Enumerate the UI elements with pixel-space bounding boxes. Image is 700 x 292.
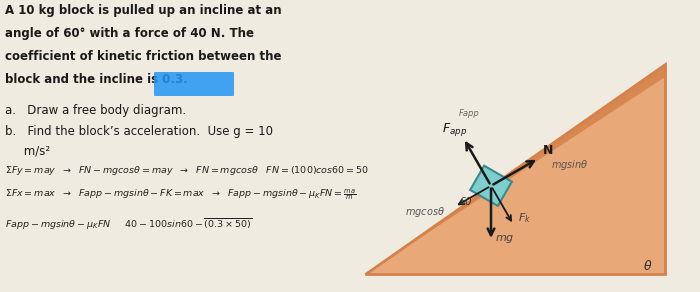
Text: $Fapp - mgsin\theta - \mu_K FN$     $40- 100sin60 - \overline{(0.3\times50)}$: $Fapp - mgsin\theta - \mu_K FN$ $40- 100… <box>5 217 252 232</box>
Text: $\theta$: $\theta$ <box>643 259 652 273</box>
Text: $\Sigma Fx = max$  $\rightarrow$  $Fapp-mgsin\theta - FK = max$  $\rightarrow$  : $\Sigma Fx = max$ $\rightarrow$ $Fapp-mg… <box>5 187 356 202</box>
Text: angle of 60° with a force of 40 N. The: angle of 60° with a force of 40 N. The <box>5 27 254 40</box>
FancyBboxPatch shape <box>154 72 234 96</box>
Text: $\Sigma Fy = may$  $\rightarrow$  $FN-mgcos\theta = may$  $\rightarrow$  $FN = m: $\Sigma Fy = may$ $\rightarrow$ $FN-mgco… <box>5 164 369 177</box>
Text: b.   Find the block’s acceleration.  Use g = 10: b. Find the block’s acceleration. Use g … <box>5 125 273 138</box>
Polygon shape <box>365 64 665 274</box>
Text: 60: 60 <box>460 197 472 207</box>
Text: Fapp: Fapp <box>458 109 480 118</box>
Text: $mg$: $mg$ <box>495 233 514 245</box>
Polygon shape <box>365 64 665 274</box>
Text: A 10 kg block is pulled up an incline at an: A 10 kg block is pulled up an incline at… <box>5 4 281 17</box>
Text: $F_{app}$: $F_{app}$ <box>442 121 467 138</box>
FancyBboxPatch shape <box>470 166 512 206</box>
Text: $mgsin\theta$: $mgsin\theta$ <box>551 158 588 172</box>
Text: $F_k$: $F_k$ <box>517 211 531 225</box>
Text: m/s²: m/s² <box>5 144 50 157</box>
Text: N: N <box>542 144 553 157</box>
Text: $mgcos\theta$: $mgcos\theta$ <box>405 205 444 219</box>
Text: a.   Draw a free body diagram.: a. Draw a free body diagram. <box>5 104 186 117</box>
Text: block and the incline is 0.3.: block and the incline is 0.3. <box>5 73 188 86</box>
Text: coefficient of kinetic friction between the: coefficient of kinetic friction between … <box>5 50 281 63</box>
